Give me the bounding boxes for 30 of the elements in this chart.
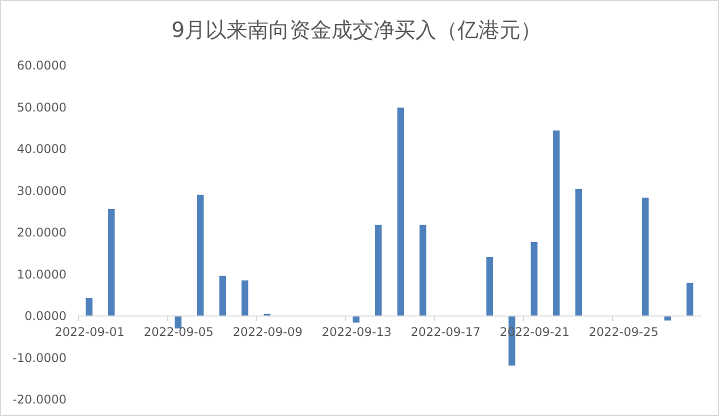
bar [642, 198, 649, 316]
y-tick-label: 0.0000 [24, 309, 66, 323]
bar [686, 282, 694, 316]
bar [375, 224, 382, 316]
bar [108, 209, 115, 316]
x-tick-label: 2022-09-09 [232, 325, 302, 339]
bar [197, 194, 204, 316]
y-tick-label: 60.0000 [16, 58, 66, 72]
y-tick-label: 10.0000 [16, 267, 66, 282]
bar [553, 130, 560, 316]
y-tick-label: 30.0000 [16, 184, 66, 198]
y-tick-label: 20.0000 [16, 226, 66, 240]
y-tick-label: -20.0000 [12, 392, 66, 406]
bar [575, 189, 582, 316]
x-tick-label: 2022-09-13 [322, 325, 392, 339]
y-tick-label: 40.0000 [16, 142, 66, 156]
chart-title: 9月以来南向资金成交净买入（亿港元） [171, 18, 542, 42]
bar [420, 224, 426, 316]
bar [242, 280, 248, 316]
y-tick-label: 50.0000 [16, 100, 66, 114]
x-tick-label: 2022-09-01 [54, 325, 124, 339]
bar [219, 276, 226, 316]
bar [486, 257, 493, 316]
x-tick-label: 2022-09-05 [144, 325, 214, 339]
bar [397, 108, 404, 316]
x-tick-label: 2022-09-25 [588, 325, 658, 339]
bar [86, 298, 92, 316]
x-tick-label: 2022-09-17 [410, 325, 480, 339]
bar [530, 242, 538, 316]
y-tick-label: -10.0000 [12, 350, 66, 365]
